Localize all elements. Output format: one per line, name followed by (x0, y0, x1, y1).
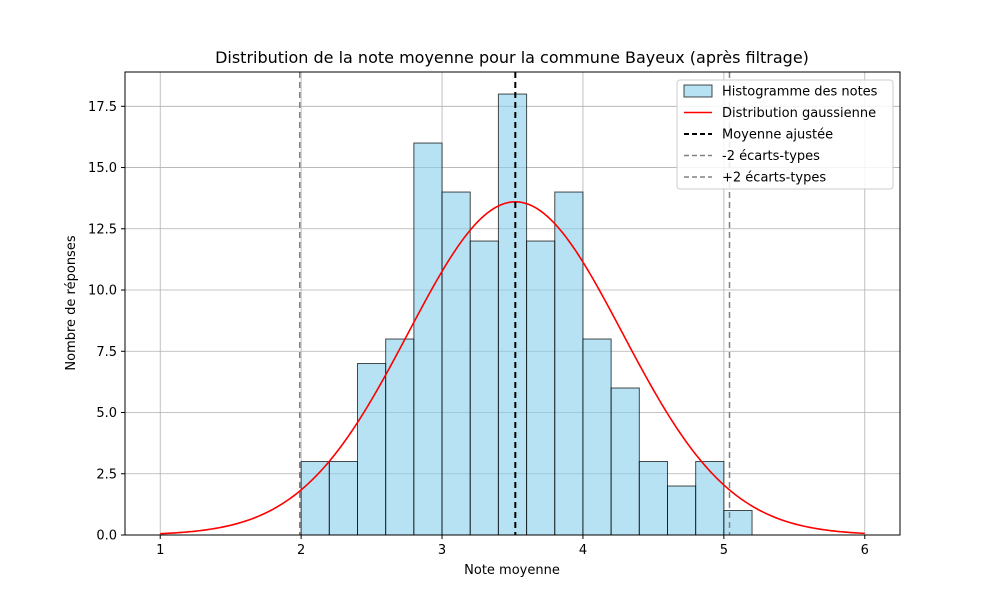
histogram-bar (328, 461, 358, 536)
y-tick-label: 17.5 (88, 100, 117, 115)
x-axis-label: Note moyenne (464, 563, 560, 578)
histogram-bar (638, 461, 668, 536)
gaussian-curve-layer (160, 201, 865, 535)
histogram-bar (695, 461, 725, 536)
y-tick-label: 10.0 (88, 284, 117, 299)
x-tick-label: 4 (579, 543, 587, 558)
y-tick-label: 5.0 (96, 406, 117, 421)
y-axis-label: Nombre de réponses (64, 235, 79, 370)
histogram-bars (300, 93, 753, 536)
gaussian-curve (160, 201, 865, 535)
x-tick-label: 2 (297, 543, 305, 558)
y-tick-label: 7.5 (96, 345, 117, 360)
x-tick-label: 6 (861, 543, 869, 558)
axis-ticks: 1 2 3 4 5 6 0.0 2.5 5.0 7.5 10.0 12.5 15.0 17.5 (88, 100, 869, 558)
x-tick-label: 3 (438, 543, 446, 558)
histogram-bar (723, 510, 753, 536)
y-tick-label: 15.0 (88, 161, 117, 176)
histogram-bar (497, 93, 528, 536)
histogram-bar (667, 485, 697, 536)
histogram-bar (441, 191, 471, 536)
x-tick-label: 5 (720, 543, 728, 558)
legend-label: +2 écarts-types (722, 171, 826, 186)
plot-area-frame (124, 71, 901, 536)
legend: Histogramme des notes Distribution gaussi… (676, 79, 894, 190)
chart-title: Distribution de la note moyenne pour la … (215, 48, 809, 67)
histogram-bar (526, 240, 556, 536)
histogram-bar (582, 338, 612, 536)
legend-label: Distribution gaussienne (722, 106, 876, 121)
reference-lines (298, 72, 731, 535)
histogram-bar (469, 240, 499, 536)
y-tick-label: 12.5 (88, 222, 117, 237)
legend-swatch (683, 84, 713, 98)
x-tick-label: 1 (156, 543, 164, 558)
legend-box (676, 79, 894, 190)
histogram-bar (300, 461, 330, 536)
legend-label: Histogramme des notes (722, 85, 878, 100)
histogram-bar (610, 387, 640, 536)
y-tick-label: 0.0 (96, 529, 117, 544)
histogram-bar (413, 142, 443, 536)
y-tick-label: 2.5 (96, 467, 117, 482)
legend-label: -2 écarts-types (722, 149, 820, 164)
histogram-bar (357, 363, 387, 536)
legend-label: Moyenne ajustée (722, 128, 833, 143)
histogram-bar (554, 191, 584, 536)
